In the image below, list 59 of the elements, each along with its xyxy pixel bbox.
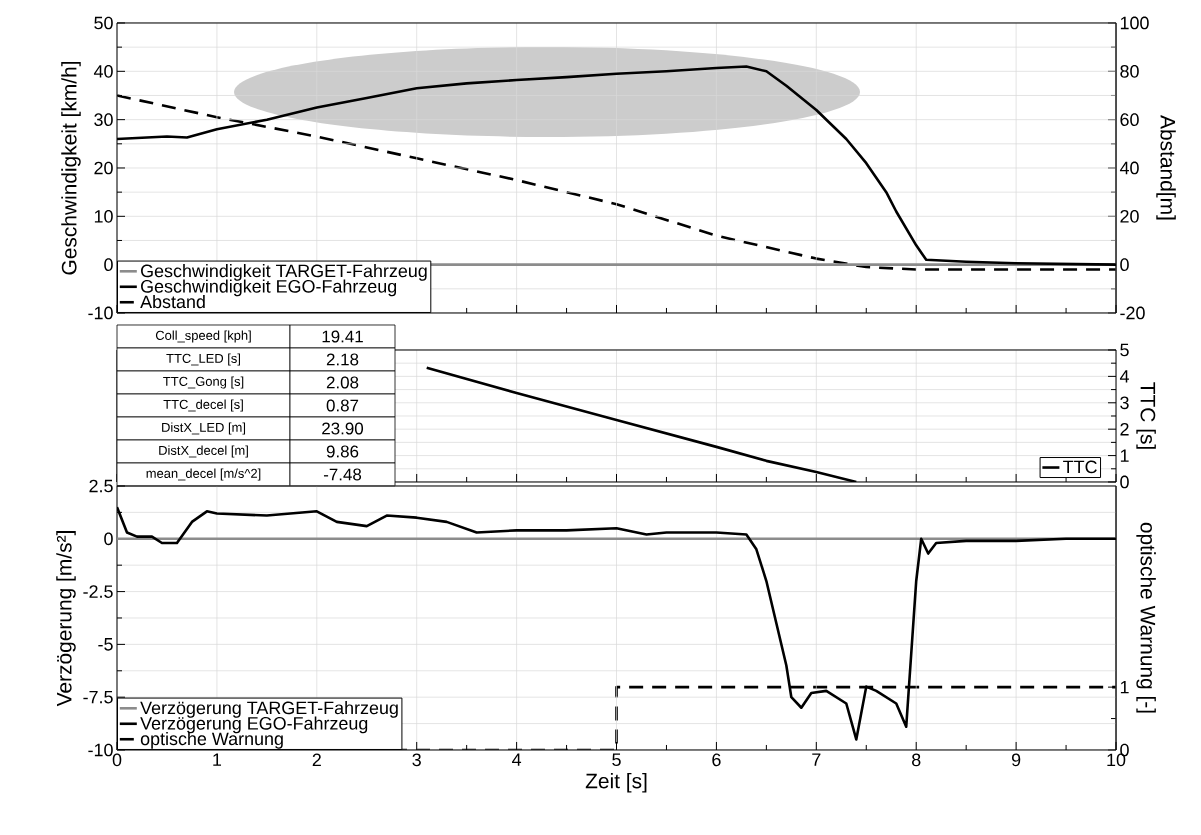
- annotation: 23.90: [322, 422, 364, 435]
- x-axis-title: Zeit [s]: [585, 773, 647, 793]
- y2-tick-label: 60: [1120, 113, 1139, 126]
- annotation: DistX_LED [m]: [162, 422, 246, 435]
- y-tick-label: -10: [88, 743, 113, 757]
- y-tick-label: 2: [1120, 422, 1129, 436]
- legend-label: Verzögerung TARGET-Fahrzeug: [140, 701, 398, 718]
- y-axis-title: Verzögerung [m/s²]: [56, 531, 76, 707]
- y-tick-label: 4: [1119, 370, 1129, 383]
- x-tick-label: 8: [912, 753, 921, 767]
- annotation: mean_decel [m/s^2]: [146, 468, 261, 481]
- annotation: DistX_decel [m]: [159, 445, 248, 458]
- x-tick-label: 5: [612, 753, 621, 767]
- x-tick-label: 1: [213, 753, 222, 766]
- y-axis-title: Geschwindigkeit [km/h]: [61, 61, 81, 275]
- y-tick-label: 3: [1120, 396, 1129, 410]
- legend-label: Geschwindigkeit TARGET-Fahrzeug: [141, 264, 427, 281]
- y2-tick-label: 100: [1120, 16, 1149, 30]
- x-tick-label: 3: [412, 753, 421, 767]
- legend-label: optische Warnung: [140, 732, 283, 749]
- y-tick-label: 30: [94, 113, 113, 126]
- y-tick-label: 0: [104, 532, 113, 546]
- x-tick-label: 4: [512, 753, 522, 766]
- annotation: 2.08: [326, 376, 359, 389]
- y-tick-label: -5: [98, 638, 113, 651]
- text: Coll_speed [kph]: [155, 330, 251, 343]
- y-tick-label: -10: [88, 306, 113, 320]
- y-tick-label: 0: [104, 258, 113, 271]
- legend-label: Abstand: [140, 295, 205, 309]
- annotation: TTC_decel [s]: [163, 399, 243, 412]
- legend-label: TTC: [1063, 460, 1097, 474]
- annotation: TTC_LED [s]: [166, 353, 240, 366]
- y2-axis-title: Abstand[m]: [1156, 115, 1176, 220]
- y-tick-label: -2.5: [83, 585, 113, 598]
- y-tick-label: 10: [94, 209, 113, 223]
- y-tick-label: -7.5: [83, 690, 113, 704]
- y-axis-title: TTC [s]: [1136, 382, 1156, 449]
- y2-tick-label: -20: [1120, 306, 1145, 320]
- annotation: TTC_Gong [s]: [163, 376, 244, 389]
- x-tick-label: 6: [712, 753, 721, 767]
- y-tick-label: 1: [1120, 449, 1129, 462]
- y-tick-label: 50: [94, 16, 113, 30]
- y-tick-label: 40: [93, 64, 113, 78]
- annotation: 2.18: [326, 353, 359, 366]
- x-tick-label: 9: [1011, 753, 1021, 767]
- x-tick-label: 2: [312, 753, 321, 767]
- y-tick-label: 2.5: [89, 479, 113, 493]
- y-tick-label: 20: [94, 161, 113, 175]
- y2-tick-label: 80: [1120, 64, 1139, 78]
- y-tick-label: 5: [1120, 343, 1129, 357]
- legend-label: Geschwindigkeit EGO-Fahrzeug: [141, 279, 397, 297]
- annotation: -7.48: [323, 468, 362, 481]
- text: 19.41: [322, 330, 363, 343]
- y-tick-label: 0: [1120, 475, 1129, 489]
- x-tick-label: 7: [812, 753, 821, 766]
- annotation: 0.87: [326, 399, 359, 412]
- annotation: 9.86: [326, 445, 359, 458]
- legend-label: Verzögerung EGO-Fahrzeug: [140, 716, 368, 734]
- y2-axis-title: optische Warnung [-]: [1136, 522, 1156, 713]
